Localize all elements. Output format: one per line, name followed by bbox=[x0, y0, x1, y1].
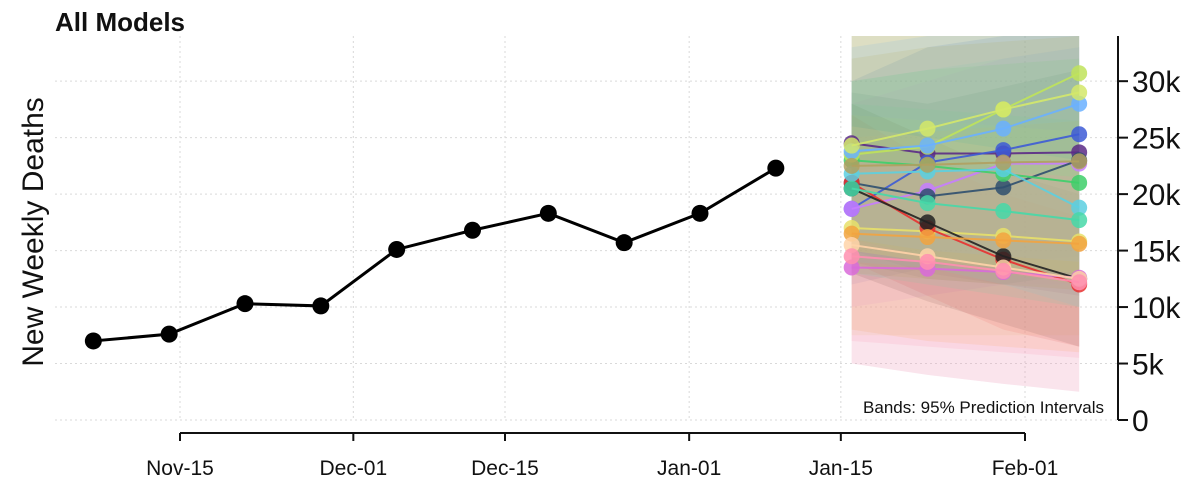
y-axis-label: New Weekly Deaths bbox=[17, 97, 50, 367]
observed-point bbox=[236, 295, 254, 313]
forecast-line-8 bbox=[851, 266, 1080, 279]
observed-line bbox=[93, 166, 777, 343]
forecast-point bbox=[843, 157, 860, 174]
forecast-point bbox=[919, 229, 936, 246]
forecast-point bbox=[919, 156, 936, 173]
forecast-point bbox=[843, 180, 860, 197]
forecast-line-10 bbox=[851, 232, 1080, 245]
forecast-point bbox=[843, 225, 860, 242]
forecast-point bbox=[843, 137, 860, 154]
y-tick-label: 0 bbox=[1132, 405, 1149, 438]
observed-point bbox=[84, 332, 102, 350]
prediction-band-18 bbox=[851, 160, 1080, 358]
forecast-line-18 bbox=[851, 255, 1080, 284]
y-tick-label: 20k bbox=[1132, 179, 1181, 212]
forecast-line-16 bbox=[851, 160, 1080, 167]
forecast-point bbox=[843, 259, 860, 276]
forecast-point bbox=[1071, 199, 1088, 216]
forecast-point bbox=[1071, 126, 1088, 143]
forecast-point bbox=[843, 236, 860, 253]
forecast-point bbox=[1071, 153, 1088, 170]
forecast-line-3 bbox=[851, 162, 1080, 210]
observed-point bbox=[312, 297, 330, 315]
forecast-line-17 bbox=[851, 91, 1080, 147]
forecast-line-13 bbox=[851, 72, 1080, 156]
forecast-point bbox=[995, 120, 1012, 137]
prediction-band-2 bbox=[851, 36, 1080, 285]
x-tick-label: Feb-01 bbox=[992, 457, 1059, 480]
forecast-point bbox=[995, 101, 1012, 118]
y-tick-label: 10k bbox=[1132, 292, 1181, 325]
forecast-point bbox=[995, 262, 1012, 279]
forecast-point bbox=[843, 200, 860, 217]
observed-point bbox=[464, 221, 481, 239]
forecast-point bbox=[1071, 95, 1088, 112]
forecast-point bbox=[919, 137, 936, 154]
axes: Nov-15 Dec-01 Dec-15 Jan-01 Jan-15 Feb-01 0 5k 1… bbox=[146, 36, 1181, 480]
bands-annotation: Bands: 95% Prediction Intervals bbox=[863, 398, 1104, 417]
forecast-point bbox=[919, 120, 936, 137]
forecast-line-12 bbox=[851, 187, 1080, 222]
y-tick-label: 15k bbox=[1132, 236, 1181, 269]
prediction-band-13 bbox=[851, 36, 1080, 285]
y-tick-label: 30k bbox=[1132, 66, 1181, 99]
observed-point bbox=[539, 204, 557, 222]
forecast-point bbox=[843, 248, 860, 265]
observed-point bbox=[160, 325, 178, 343]
forecast-point bbox=[995, 232, 1012, 249]
forecast-point bbox=[995, 248, 1012, 265]
forecast-point bbox=[1071, 235, 1088, 252]
forecast-point bbox=[995, 154, 1012, 171]
forecast-line-11 bbox=[851, 168, 1080, 209]
forecast-point bbox=[919, 195, 936, 212]
forecast-point bbox=[995, 179, 1012, 196]
x-tick-label: Dec-01 bbox=[319, 457, 387, 480]
forecast-point bbox=[995, 142, 1012, 159]
series bbox=[84, 65, 1088, 350]
forecast-point bbox=[919, 253, 936, 270]
forecast-point bbox=[1071, 65, 1088, 82]
observed-point bbox=[767, 159, 785, 177]
observed-point bbox=[691, 204, 709, 222]
forecast-point bbox=[1071, 84, 1088, 101]
forecast-point bbox=[995, 203, 1012, 220]
x-tick-label: Dec-15 bbox=[471, 457, 539, 480]
forecast-point bbox=[1071, 274, 1088, 291]
forecast-line-2 bbox=[851, 133, 1080, 210]
observed-point bbox=[615, 234, 633, 252]
prediction-band-12 bbox=[851, 103, 1080, 308]
prediction-band-9 bbox=[851, 58, 1080, 279]
y-tick-label: 25k bbox=[1132, 123, 1181, 156]
forecast-point bbox=[919, 214, 936, 231]
x-tick-label: Jan-01 bbox=[657, 457, 721, 480]
forecast-line-4 bbox=[851, 159, 1080, 198]
forecast-line-5 bbox=[851, 227, 1080, 243]
prediction-band-8 bbox=[851, 137, 1080, 392]
forecast-point bbox=[1071, 212, 1088, 229]
x-tick-label: Jan-15 bbox=[809, 457, 873, 480]
forecast-line-14 bbox=[851, 102, 1080, 153]
y-tick-label: 5k bbox=[1132, 349, 1165, 382]
forecast-point bbox=[1071, 174, 1088, 191]
observed-point bbox=[388, 240, 406, 258]
prediction-band-14 bbox=[851, 36, 1080, 262]
forecast-line-15 bbox=[851, 243, 1080, 280]
chart-title: All Models bbox=[55, 7, 185, 37]
x-tick-label: Nov-15 bbox=[146, 457, 214, 480]
prediction-band-5 bbox=[851, 115, 1080, 336]
